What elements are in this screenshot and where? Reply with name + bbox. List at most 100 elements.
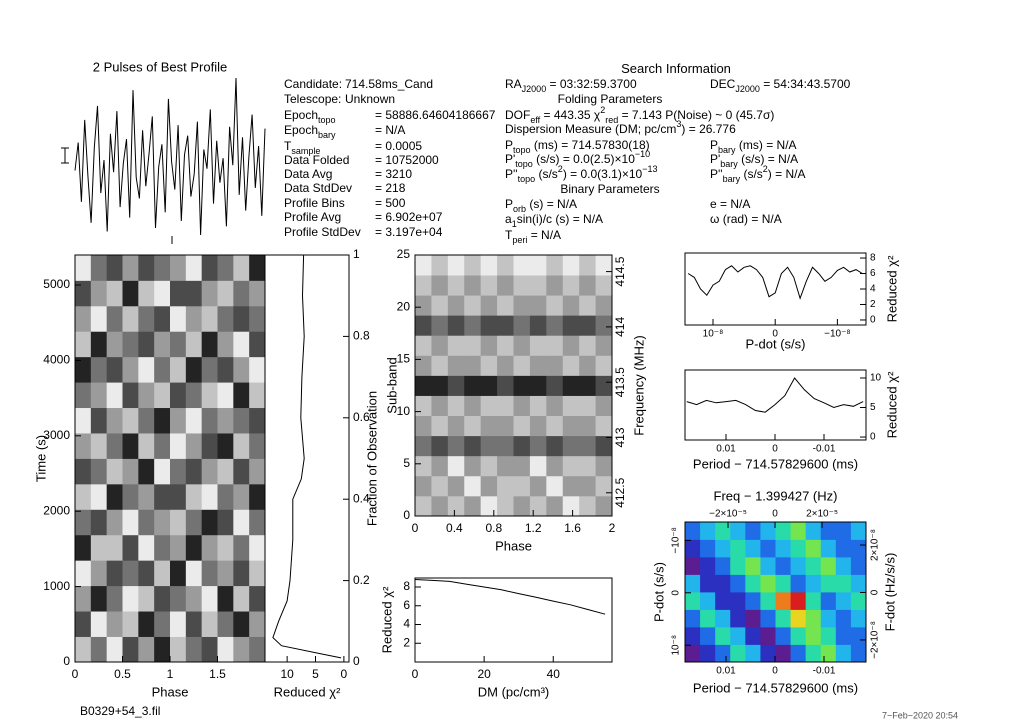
heatmap-cell <box>122 560 139 587</box>
heatmap-cell <box>185 534 203 561</box>
heatmap-cell <box>820 644 837 663</box>
heatmap-cell <box>595 295 613 316</box>
y-tick-label: 0 <box>403 508 410 522</box>
x-tick-label: 0.4 <box>446 521 463 535</box>
x-tick-label: 0.5 <box>114 667 131 681</box>
heatmap-cell <box>154 458 171 485</box>
heatmap-cell <box>90 611 108 637</box>
heatmap-cell <box>595 375 613 396</box>
heatmap-cell <box>217 331 234 358</box>
heatmap-cell <box>775 574 791 593</box>
heatmap-cell <box>75 382 92 409</box>
heatmap-cell <box>497 415 514 437</box>
text-text: ω (rad) = N/A <box>710 212 782 226</box>
heatmap-cell <box>217 636 234 663</box>
y-axis-label: Reduced χ² <box>884 371 899 438</box>
heatmap-cell <box>75 407 92 434</box>
chart-title: 2 Pulses of Best Profile <box>93 59 227 74</box>
y-tick-label: 413.5 <box>613 367 627 397</box>
heatmap-cell <box>579 375 596 396</box>
heatmap-cell <box>138 458 155 485</box>
heatmap-cell <box>122 356 139 383</box>
heatmap-cell <box>122 255 139 281</box>
heatmap-cell <box>138 509 155 536</box>
text-sub: red <box>605 115 618 125</box>
heatmap-cell <box>106 280 123 307</box>
x-tick-label: -0.01 <box>813 444 836 455</box>
search-info: Porb (s) = N/A <box>505 197 577 214</box>
text-sub: topo <box>513 145 531 155</box>
heatmap-cell <box>464 255 482 276</box>
heatmap-cell <box>249 509 266 536</box>
heatmap-cell <box>249 611 266 637</box>
heatmap-cell <box>415 495 432 517</box>
heatmap-cell <box>529 415 547 437</box>
heatmap-cell <box>760 644 776 663</box>
heatmap-cell <box>154 255 171 281</box>
heatmap-cell <box>138 534 155 561</box>
heatmap-cell <box>595 415 613 437</box>
heatmap-cell <box>546 455 564 477</box>
heatmap-cell <box>185 433 203 459</box>
heatmap-cell <box>850 592 867 610</box>
x2-axis-label: Freq − 1.399427 (Hz) <box>714 488 838 503</box>
heatmap-cell <box>201 585 218 612</box>
heatmap-cell <box>447 255 465 276</box>
heatmap-cell <box>90 585 108 612</box>
search-info: e = N/A <box>710 197 750 211</box>
heatmap-cell <box>233 305 250 332</box>
y-tick-label: 10 <box>870 373 882 384</box>
y-tick-label: 8 <box>403 579 410 593</box>
text-text: P <box>505 197 513 211</box>
heatmap-cell <box>185 407 203 434</box>
text-text: (ms) = N/A <box>736 138 797 152</box>
heatmap-cell <box>790 644 807 663</box>
y-tick-label: 8 <box>870 253 876 264</box>
heatmap-cell <box>562 495 580 517</box>
heatmap-cell <box>233 280 250 307</box>
heatmap-cell <box>464 395 482 417</box>
heatmap-cell <box>700 644 716 663</box>
heatmap-cell <box>497 295 514 316</box>
heatmap-cell <box>529 435 547 457</box>
heatmap-cell <box>700 627 716 645</box>
x-axis-label: Period − 714.57829600 (ms) <box>693 680 858 695</box>
heatmap-cell <box>546 355 564 376</box>
info-key: Profile Bins <box>284 196 345 210</box>
heatmap-cell <box>730 644 746 663</box>
heatmap-cell <box>790 592 807 610</box>
heatmap-cell <box>154 433 171 459</box>
y-tick-label: 10 <box>397 404 411 418</box>
search-info: P''topo (s/s2) = 0.0(3.1)×10−13 <box>505 164 657 184</box>
heatmap-cell <box>138 636 155 663</box>
text-text: = N/A <box>527 228 561 242</box>
heatmap-cell <box>579 415 596 437</box>
y-tick-label: 4000 <box>43 353 70 367</box>
info-key: Data StdDev <box>284 181 352 195</box>
heatmap-cell <box>90 407 108 434</box>
heatmap-cell <box>579 495 596 517</box>
y-tick-label: 0 <box>671 590 682 596</box>
heatmap-cell <box>745 574 761 593</box>
heatmap-cell <box>529 315 547 336</box>
heatmap-cell <box>464 375 482 396</box>
heatmap-cell <box>90 356 108 383</box>
heatmap-cell <box>685 627 701 645</box>
search-info: ω (rad) = N/A <box>710 212 782 226</box>
heatmap-cell <box>775 609 791 628</box>
text-text: = 54:34:43.5700 <box>760 77 851 91</box>
heatmap-cell <box>106 356 123 383</box>
heatmap-cell <box>138 560 155 587</box>
text-text: Epoch <box>284 108 318 122</box>
x-axis-label: Phase <box>495 538 532 553</box>
y-tick-label: 1 <box>353 247 360 261</box>
heatmap-cell <box>464 495 482 517</box>
heatmap-cell <box>201 382 218 409</box>
info-key: Data Avg <box>284 167 332 181</box>
heatmap-cell <box>217 407 234 434</box>
heatmap-cell <box>546 415 564 437</box>
text-text: ) = 0.0(3.1)×10 <box>563 167 643 181</box>
text-sub: bary <box>718 145 736 155</box>
heatmap-cell <box>835 522 852 540</box>
